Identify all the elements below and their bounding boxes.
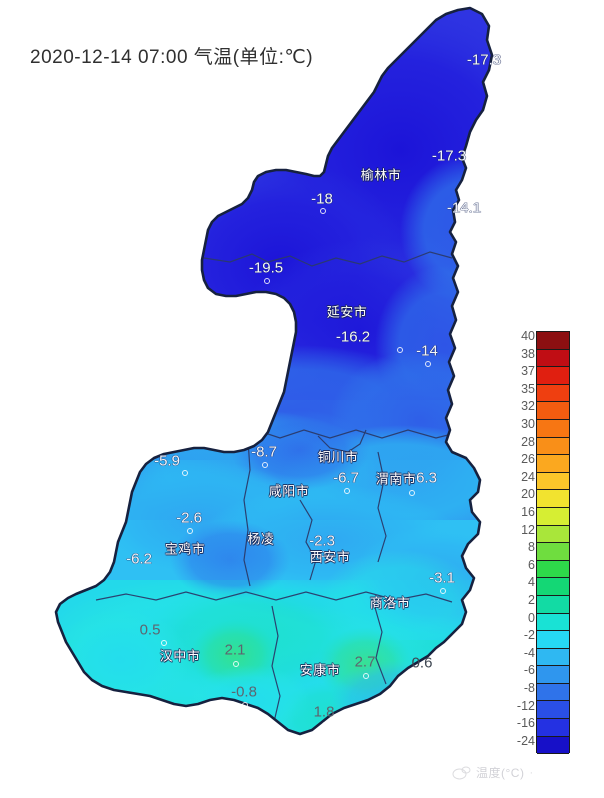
legend-tick: 6 [528, 557, 535, 572]
legend-color-cell [537, 701, 569, 720]
legend-color-cell [537, 437, 569, 456]
legend-tick: 2 [528, 593, 535, 607]
legend-tick: -12 [516, 698, 535, 713]
legend-tick: 20 [521, 487, 535, 502]
legend-tick-labels: 40 38 37 35 32 30 28 26 24 20 16 12 8 6 4 2 0 -2 -4 -6 -8 -12… [501, 329, 535, 754]
legend-color-cell [537, 719, 569, 737]
legend-tick: 8 [528, 540, 535, 555]
legend-color-cell [537, 595, 569, 614]
legend-color-cell [537, 683, 569, 702]
legend-color-cell [537, 543, 569, 561]
legend-tick: -2 [523, 628, 535, 643]
legend-tick: -6 [523, 663, 535, 678]
legend-tick: 37 [521, 364, 535, 379]
legend-color-cell [537, 384, 569, 403]
legend-color-cell [537, 490, 569, 508]
legend-color-cell [537, 455, 569, 473]
legend-tick: 26 [521, 452, 535, 467]
page-title: 2020-12-14 07:00 气温(单位:℃) [30, 47, 314, 68]
legend-tick: 4 [528, 575, 535, 590]
legend-tick: -4 [523, 645, 535, 660]
legend-color-cell [537, 666, 569, 684]
legend-color-cell [537, 631, 569, 649]
legend-tick: 24 [521, 469, 535, 484]
temperature-legend: 40 38 37 35 32 30 28 26 24 20 16 12 8 6 4 2 0 -2 -4 -6 -8 -12… [517, 329, 570, 755]
legend-color-strip[interactable]: 40 38 37 35 32 30 28 26 24 20 16 12 8 6 4 2 0 -2 -4 -6 -8 -12… [517, 329, 570, 755]
legend-color-cell [537, 419, 569, 438]
legend-tick: 12 [521, 522, 535, 537]
legend-tick: -8 [523, 681, 535, 695]
legend-color-cell [537, 525, 569, 544]
legend-tick: 38 [521, 346, 535, 361]
legend-tick: -16 [516, 716, 535, 731]
legend-color-cell [537, 402, 569, 420]
legend-tick: 40 [521, 329, 535, 343]
legend-color-cell [537, 332, 569, 350]
legend-tick: 28 [521, 434, 535, 449]
legend-color-cell [537, 560, 569, 579]
watermark-text: 温度(°C) [476, 766, 525, 780]
legend-tick: 32 [521, 399, 535, 414]
legend-tick: 16 [521, 505, 535, 519]
legend-color-cell [537, 349, 569, 368]
legend-tick: 35 [521, 381, 535, 396]
weibo-logo-icon [452, 766, 471, 780]
legend-color-cell [537, 613, 569, 632]
legend-color-cell [537, 736, 569, 755]
legend-color-cell [537, 578, 569, 596]
legend-tick: -24 [516, 733, 535, 748]
legend-color-cell [537, 648, 569, 667]
legend-tick: 30 [521, 417, 535, 431]
watermark-tail: · [529, 766, 534, 779]
prefecture-boundaries [95, 251, 461, 723]
legend-color-cell [537, 472, 569, 491]
legend-color-cell [537, 507, 569, 526]
legend-color-cell [537, 367, 569, 385]
legend-tick: 0 [528, 610, 535, 625]
watermark: 温度(°C) · [452, 764, 533, 781]
province-outline [54, 6, 494, 736]
